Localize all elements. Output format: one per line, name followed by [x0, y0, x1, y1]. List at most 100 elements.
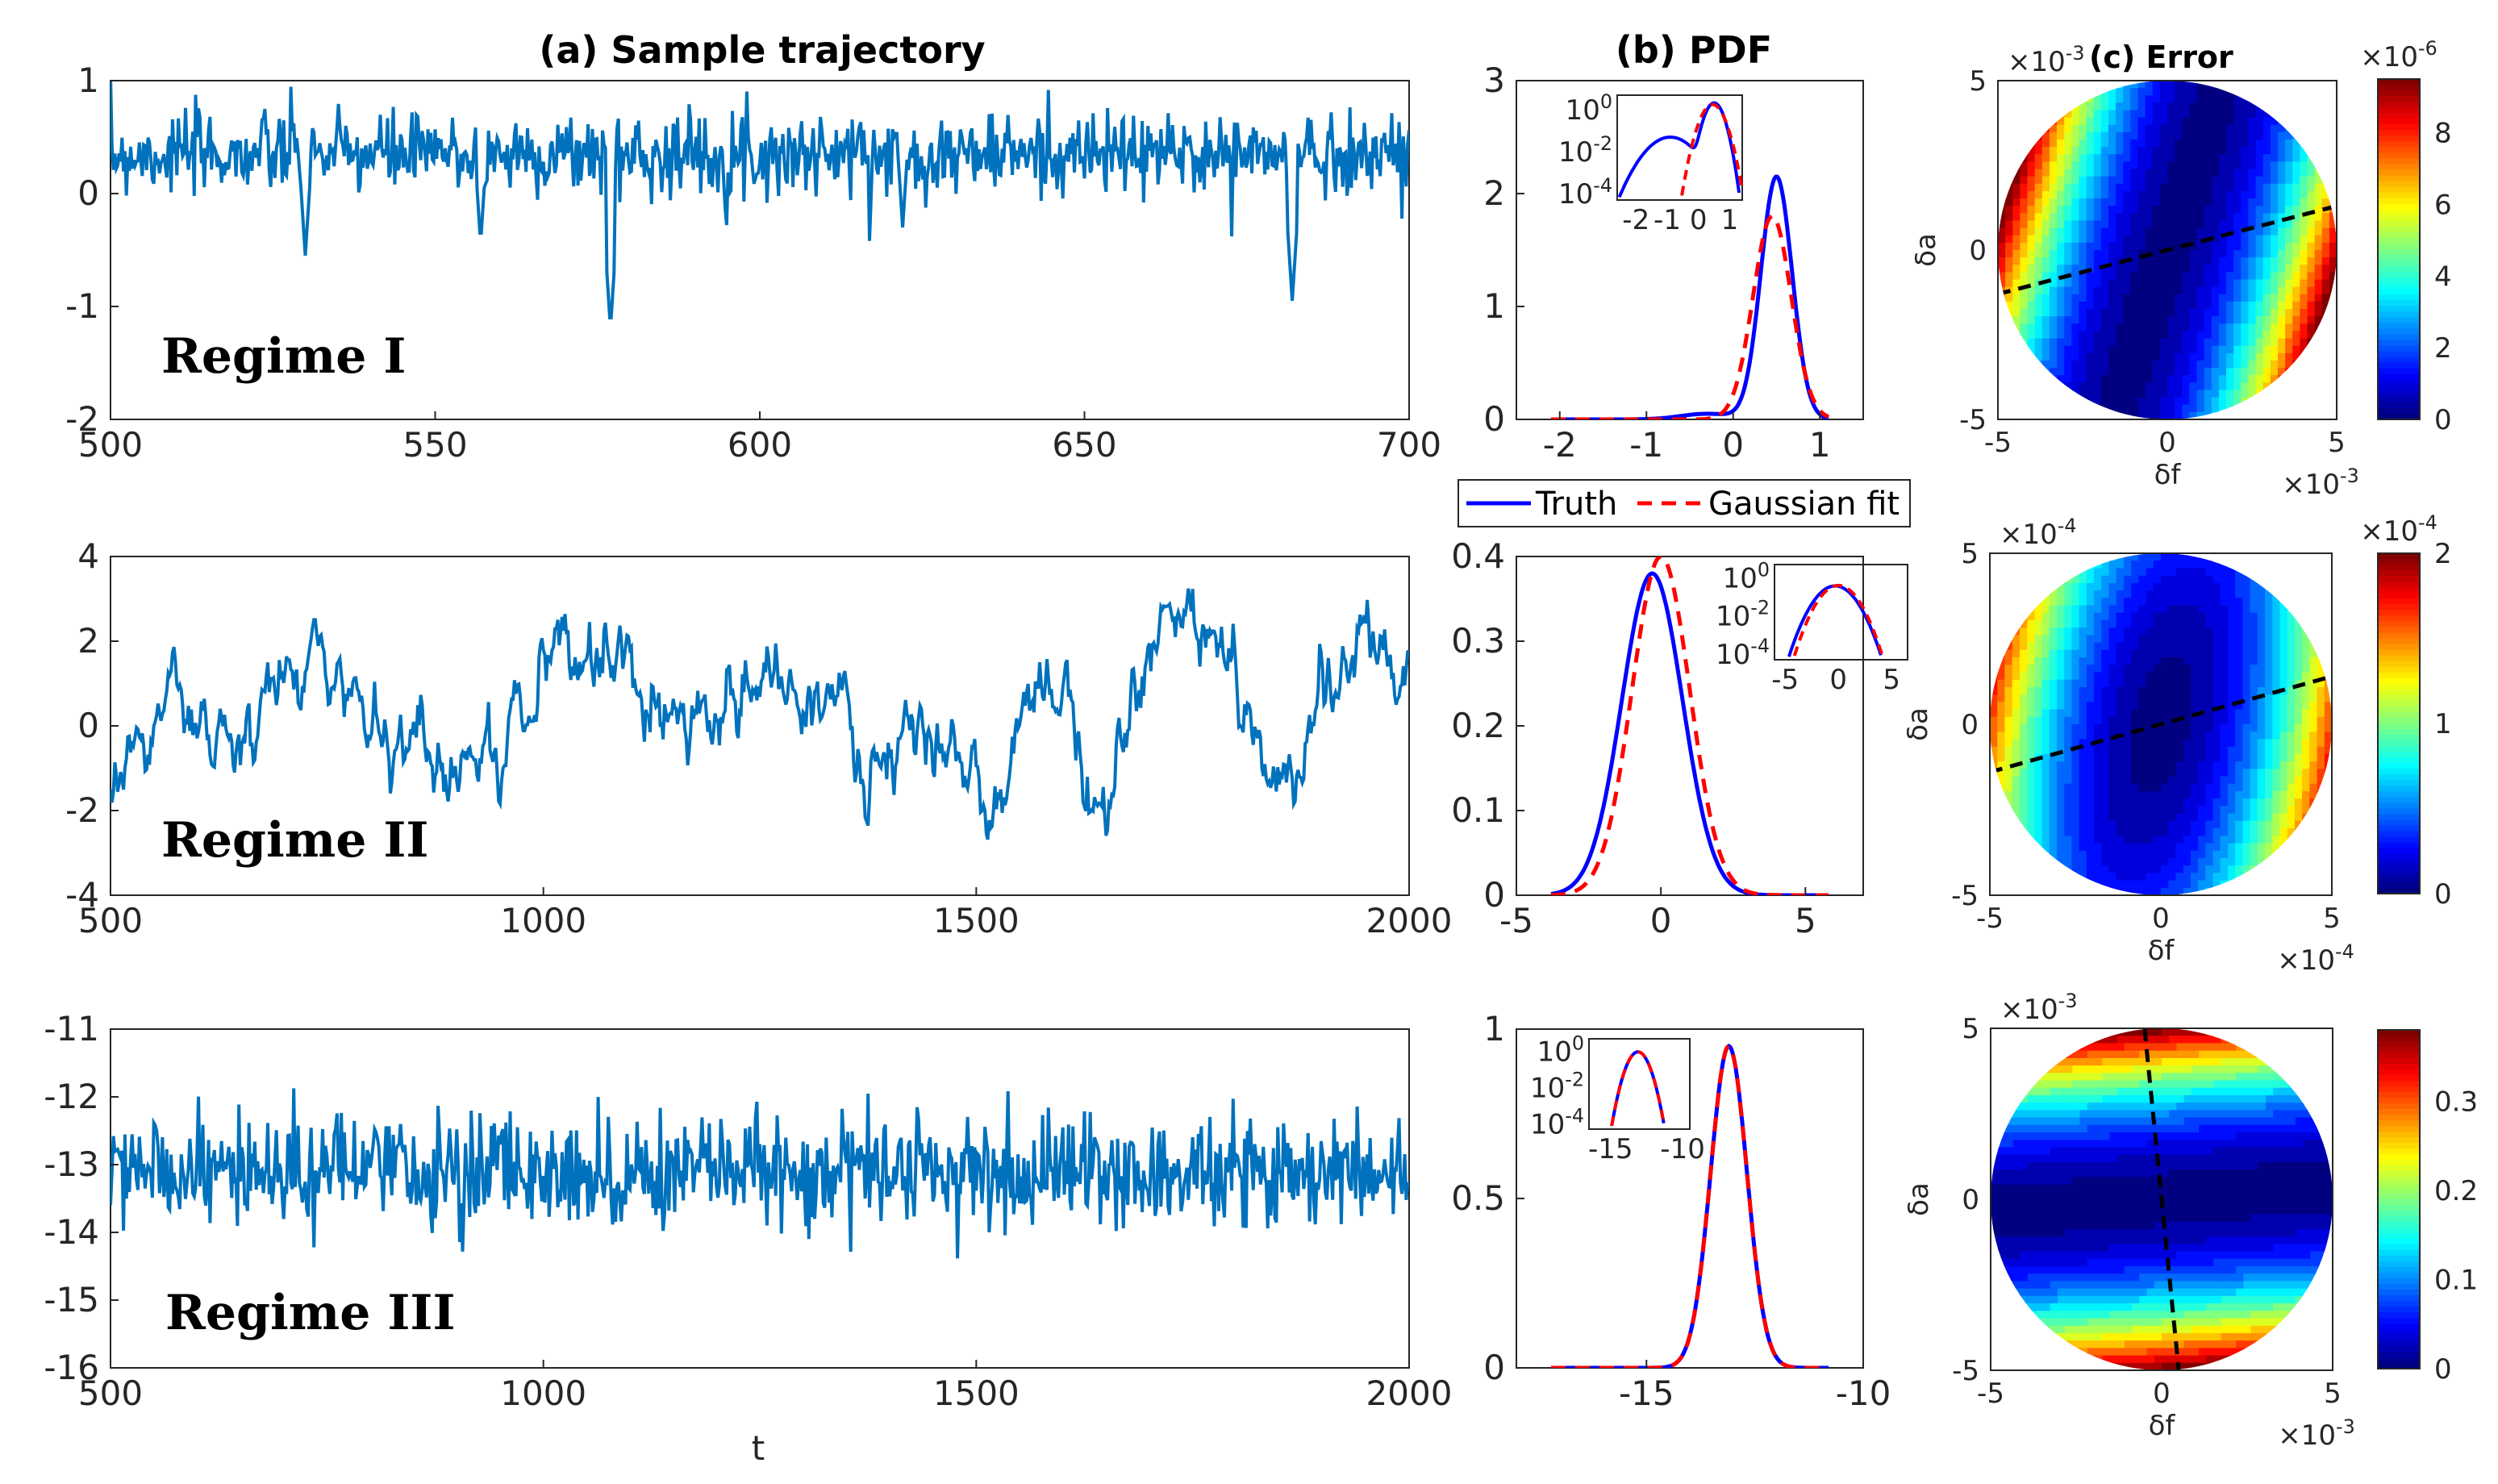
c3-heat-cell — [2221, 1110, 2229, 1119]
c1-heat-cell — [2005, 198, 2013, 206]
c2-heat-cell — [2257, 828, 2266, 836]
c1-heat-cell — [2123, 375, 2132, 384]
c2-heat-cell — [2116, 605, 2125, 614]
c3-heat-cell — [2183, 1362, 2192, 1370]
c2-heat-cell — [2265, 761, 2273, 770]
c2-colorbar-cell — [2378, 598, 2420, 606]
c1-heat-cell — [2278, 131, 2286, 140]
c1-heat-cell — [2211, 361, 2220, 369]
c3-heat-cell — [2191, 1303, 2200, 1311]
c1-heat-cell — [2108, 242, 2116, 251]
c3-heat-cell — [2236, 1244, 2245, 1253]
c2-colorbar-cell — [2378, 780, 2420, 787]
c1-heat-cell — [2182, 183, 2191, 192]
c2-heat-cell — [2190, 836, 2199, 844]
c3-heat-cell — [2221, 1221, 2229, 1230]
c1-heat-cell — [2027, 294, 2036, 302]
c2-heat-cell — [2272, 649, 2281, 658]
c2-heat-cell — [2108, 753, 2117, 762]
c3-heat-cell — [2191, 1065, 2200, 1074]
c3-heat-cell — [2154, 1191, 2162, 1200]
c3-heat-cell — [2028, 1110, 2037, 1119]
c3-heat-cell — [2116, 1244, 2125, 1253]
c1-heat-cell — [2041, 294, 2050, 302]
c2-heat-cell — [2086, 813, 2095, 822]
c3-heat-cell — [2079, 1214, 2088, 1223]
c1-heat-cell — [2167, 397, 2175, 406]
c2-heat-cell — [2086, 746, 2095, 755]
c1-colorbar-cell — [2378, 390, 2420, 398]
c1-heat-cell — [2248, 397, 2257, 406]
c2-heat-cell — [2228, 679, 2236, 688]
c2-heat-cell — [2086, 873, 2095, 882]
c3-heat-cell — [2012, 1191, 2021, 1200]
c1-heat-cell — [2182, 169, 2191, 177]
c3-heat-cell — [2191, 1355, 2200, 1364]
c1-heat-cell — [2262, 352, 2271, 361]
c3-heat-cell — [2139, 1303, 2148, 1311]
c1-heat-cell — [2218, 397, 2227, 406]
c2-heat-cell — [2116, 686, 2125, 695]
c3-heat-cell — [2079, 1288, 2088, 1297]
c1-heat-cell — [2285, 301, 2293, 310]
c1-heat-cell — [2116, 95, 2124, 104]
c3-heat-cell — [2146, 1348, 2155, 1357]
c1-heat-cell — [1998, 272, 2006, 281]
c1-heat-cell — [2086, 183, 2095, 192]
c2-heat-cell — [2086, 716, 2095, 725]
c2-heat-cell — [2302, 702, 2311, 711]
c3-heat-cell — [2116, 1288, 2125, 1297]
c2-heat-cell — [2138, 820, 2147, 829]
c2-heat-cell — [2079, 665, 2087, 673]
c3-heat-cell — [2221, 1340, 2229, 1349]
c2-heat-cell — [2012, 627, 2021, 636]
c2-heat-cell — [2019, 739, 2028, 748]
c3-heat-cell — [2005, 1147, 2014, 1156]
c1-heat-cell — [2130, 361, 2139, 369]
c1-heat-cell — [2093, 338, 2102, 347]
c1-heat-cell — [2093, 95, 2102, 104]
c3-heat-cell — [2191, 1244, 2200, 1253]
c1-heat-cell — [2175, 279, 2183, 288]
c1-heat-cell — [2130, 390, 2139, 398]
c2-heat-cell — [2235, 746, 2244, 755]
c1-heat-cell — [2182, 250, 2191, 258]
c2-heat-cell — [2131, 605, 2140, 614]
c3-heat-cell — [2229, 1110, 2237, 1119]
c1-heat-cell — [2108, 352, 2116, 361]
c1-heat-cell — [2130, 375, 2139, 384]
c1-heat-cell — [2100, 154, 2109, 163]
c3-heat-cell — [2191, 1311, 2200, 1319]
c1-heat-cell — [2307, 301, 2316, 310]
c2-heat-cell — [2071, 783, 2080, 792]
c2-heat-cell — [2250, 635, 2258, 644]
c1-heat-cell — [2049, 183, 2058, 192]
c3-heat-cell — [2028, 1132, 2037, 1140]
c3-heat-cell — [2236, 1110, 2245, 1119]
c1-heat-cell — [2255, 117, 2264, 126]
c3-heat-cell — [2065, 1073, 2074, 1082]
c3-heat-cell — [2035, 1221, 2044, 1230]
c2-heat-cell — [2101, 791, 2110, 799]
c2-heat-cell — [2205, 627, 2214, 636]
c2-heat-cell — [2190, 561, 2199, 569]
c3-heat-cell — [2109, 1266, 2118, 1274]
c2-heat-cell — [2004, 753, 2013, 762]
c1-heat-cell — [2071, 183, 2080, 192]
c2-heat-cell — [2168, 709, 2177, 718]
c3-heat-cell — [2169, 1050, 2178, 1059]
c2-heat-cell — [2131, 568, 2140, 577]
c2-heat-cell — [2168, 791, 2177, 799]
c2-heat-cell — [2086, 739, 2095, 748]
c2-colorbar-cell — [2378, 677, 2420, 685]
c3-heat-cell — [2005, 1132, 2014, 1140]
c1-heat-cell — [2314, 316, 2323, 325]
c2-heat-cell — [2146, 605, 2154, 614]
c1-heat-cell — [2189, 140, 2198, 148]
c3-heat-cell — [2116, 1303, 2125, 1311]
c3-heat-cell — [2154, 1303, 2162, 1311]
c1-heat-cell — [2167, 242, 2175, 251]
c1-heat-cell — [2152, 154, 2161, 163]
c2-heat-cell — [2242, 776, 2251, 785]
c1-heat-cell — [2034, 227, 2043, 236]
